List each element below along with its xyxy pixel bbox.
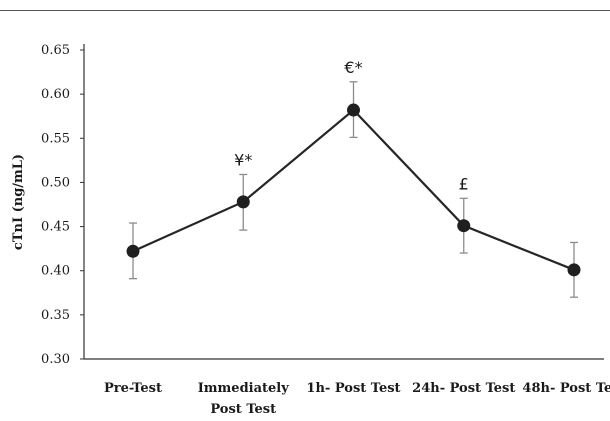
annotations: ¥* €* £ <box>234 58 469 194</box>
y-tick-label: 0.30 <box>41 352 70 367</box>
data-point <box>126 244 140 258</box>
data-point <box>567 263 581 277</box>
significance-annotation: €* <box>344 58 362 77</box>
x-category-label: 48h- Post Test <box>522 381 610 396</box>
data-point <box>457 219 471 233</box>
y-axis-label: cTnI (ng/mL) <box>11 154 26 250</box>
y-tick-labels: 0.30 0.35 0.40 0.45 0.50 0.55 0.60 0.65 <box>41 43 84 367</box>
y-tick-label: 0.55 <box>41 131 70 146</box>
y-tick-label: 0.60 <box>41 87 70 102</box>
x-category-label: 24h- Post Test <box>412 381 515 396</box>
x-category-label: 1h- Post Test <box>306 381 400 396</box>
significance-annotation: £ <box>459 174 469 193</box>
y-tick-label: 0.35 <box>41 308 70 323</box>
y-tick-label: 0.45 <box>41 220 70 235</box>
series <box>126 103 581 277</box>
top-rule <box>0 10 610 11</box>
x-category-label: Pre-Test <box>104 381 162 396</box>
y-tick-label: 0.50 <box>41 175 70 190</box>
significance-annotation: ¥* <box>234 150 252 169</box>
y-tick-label: 0.65 <box>41 43 70 58</box>
data-point <box>236 195 250 209</box>
x-category-label: Post Test <box>210 402 276 417</box>
y-tick-label: 0.40 <box>41 264 70 279</box>
data-point <box>347 103 360 117</box>
x-tick-labels: Pre-Test Immediately Post Test 1h- Post Tes… <box>104 381 610 417</box>
x-category-label: Immediately <box>198 381 290 396</box>
